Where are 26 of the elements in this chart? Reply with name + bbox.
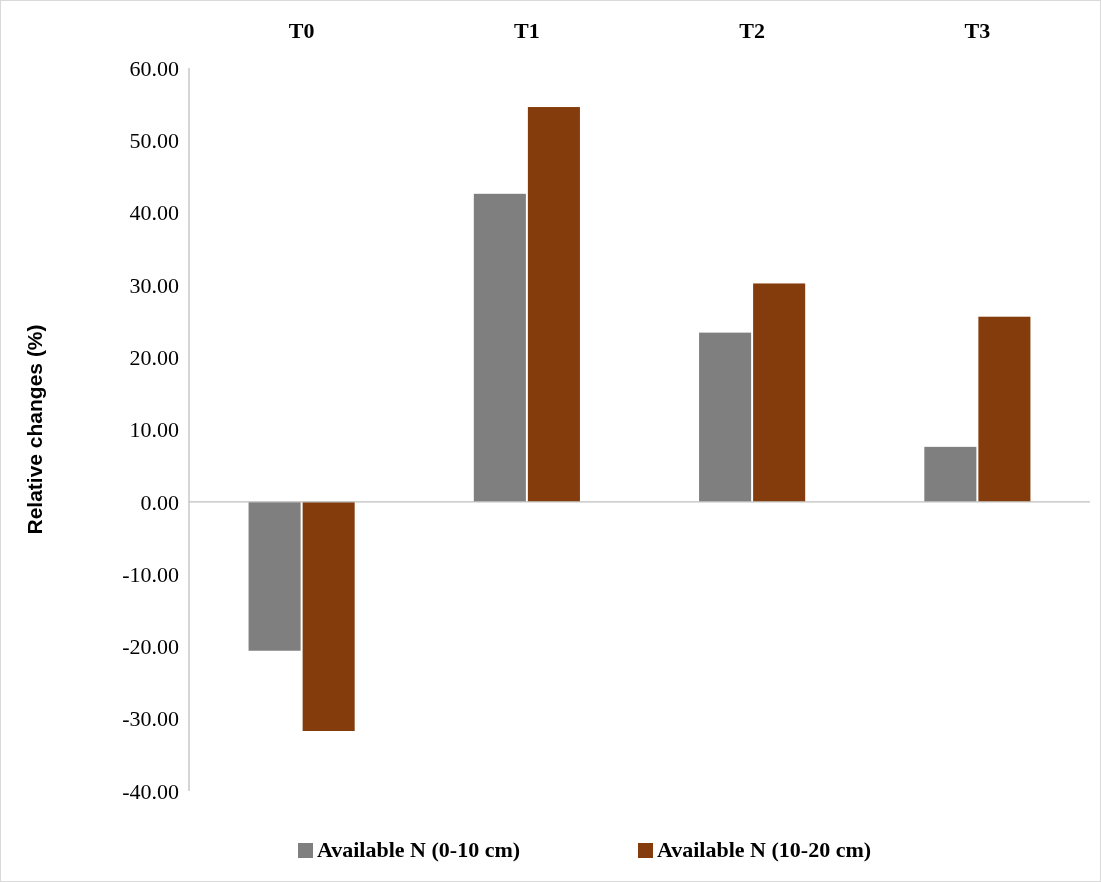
legend-label: Available N (10-20 cm) — [657, 837, 872, 862]
y-tick-label: 0.00 — [140, 489, 179, 515]
y-tick-label: 60.00 — [129, 55, 179, 81]
x-tick-label: T2 — [739, 18, 765, 43]
y-tick-label: 50.00 — [129, 128, 179, 153]
y-tick-label: -30.00 — [122, 706, 179, 732]
bar — [699, 332, 752, 502]
y-tick-label: -40.00 — [122, 778, 179, 804]
y-tick-label: 20.00 — [129, 344, 179, 370]
y-tick-label: 40.00 — [129, 200, 179, 226]
y-tick-label: 10.00 — [129, 417, 179, 443]
bar — [473, 193, 526, 502]
x-tick-label: T0 — [288, 18, 315, 43]
bar — [527, 107, 580, 502]
legend-label: Available N (0-10 cm) — [317, 837, 521, 862]
bar — [978, 316, 1031, 502]
bar — [753, 283, 806, 502]
bar — [302, 501, 355, 731]
bar — [924, 446, 977, 502]
y-tick-label: -10.00 — [122, 561, 179, 587]
y-tick-label: 30.00 — [129, 272, 179, 298]
x-tick-label: T3 — [964, 18, 991, 43]
x-tick-label: T1 — [514, 18, 540, 43]
bar — [248, 501, 301, 651]
y-axis-title: Relative changes (%) — [23, 324, 46, 535]
y-tick-label: -20.00 — [122, 634, 179, 660]
